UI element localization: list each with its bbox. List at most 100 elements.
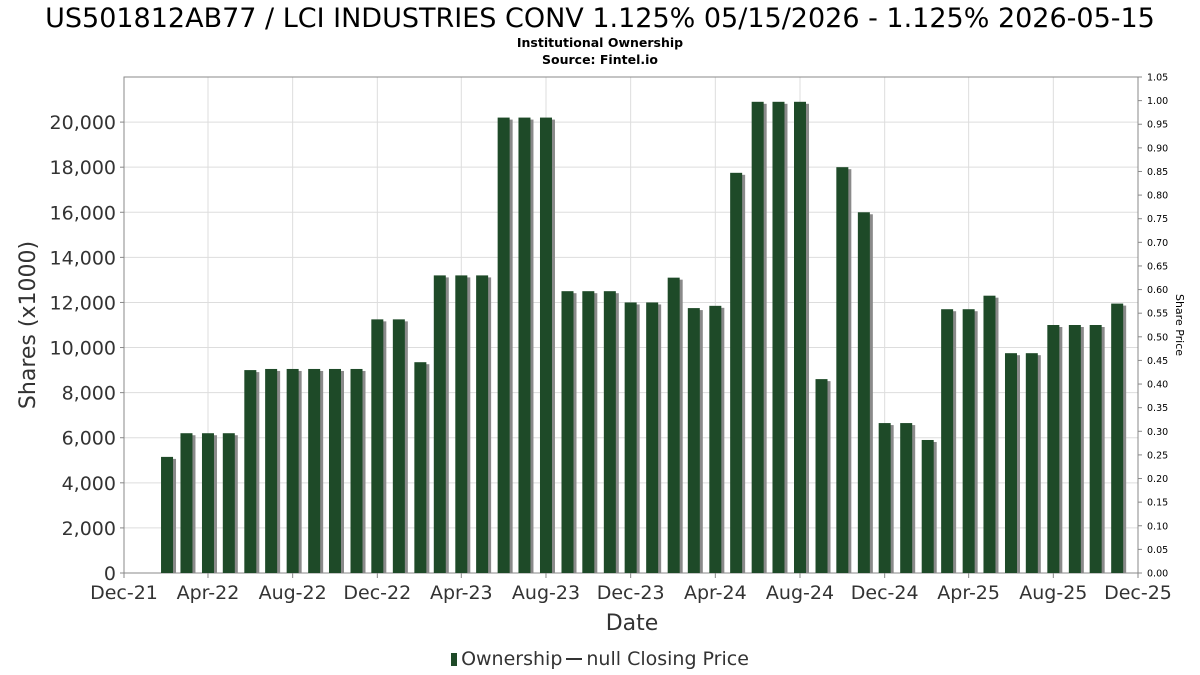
x-tick-label: Apr-25	[937, 582, 1000, 604]
bar-fill	[1047, 325, 1060, 573]
bar	[161, 456, 177, 573]
bar-fill	[433, 275, 446, 573]
bar-fill	[1068, 325, 1081, 573]
x-tick-label: Dec-24	[851, 582, 919, 604]
bar	[561, 291, 577, 573]
y-tick-label: 16,000	[50, 202, 116, 224]
bar	[941, 309, 957, 573]
bar	[1025, 353, 1041, 573]
bar-fill	[962, 309, 975, 573]
bar-fill	[836, 167, 849, 573]
bar-fill	[286, 368, 299, 573]
bar-fill	[392, 319, 405, 573]
bar-fill	[900, 423, 913, 573]
bar-fill	[687, 308, 700, 573]
y2-axis-ticks: 0.00 0.05 0.10 0.15 0.20 0.25 0.30 0.35 0.40 0.45…	[1138, 73, 1168, 580]
bar-fill	[1025, 353, 1038, 573]
ownership-legend-label: Ownership	[461, 648, 563, 670]
x-tick-label: Aug-23	[512, 582, 580, 604]
bar-fill	[455, 275, 468, 573]
bars	[161, 101, 1127, 574]
bar	[983, 295, 999, 573]
y2-tick-label: 0.95	[1147, 120, 1168, 131]
bar-fill	[222, 433, 235, 573]
y2-tick-label: 0.35	[1147, 403, 1168, 414]
bar-fill	[751, 101, 764, 574]
bar	[1068, 325, 1084, 573]
y2-tick-label: 0.55	[1147, 309, 1168, 320]
bar	[328, 368, 344, 573]
y2-tick-label: 0.15	[1147, 498, 1168, 509]
x-tick-label: Apr-23	[430, 582, 493, 604]
y2-tick-label: 0.00	[1147, 569, 1168, 580]
bar	[836, 167, 852, 573]
bar	[497, 117, 513, 573]
y2-tick-label: 0.80	[1147, 191, 1168, 202]
y2-tick-label: 0.75	[1147, 214, 1168, 225]
bar	[709, 305, 725, 573]
bar-fill	[667, 277, 680, 573]
y-tick-label: 14,000	[50, 247, 116, 269]
chart-source: Source: Fintel.io	[542, 52, 658, 67]
y2-tick-label: 0.25	[1147, 450, 1168, 461]
bar-fill	[941, 309, 954, 573]
bar	[878, 423, 894, 573]
bar-fill	[244, 370, 257, 573]
bar	[392, 319, 408, 573]
bar	[414, 362, 430, 573]
bar-fill	[265, 368, 278, 573]
bar-fill	[772, 101, 785, 574]
bar	[857, 212, 873, 574]
x-tick-label: Aug-24	[766, 582, 834, 604]
bar	[455, 275, 471, 573]
y-tick-label: 12,000	[50, 292, 116, 314]
bar	[815, 379, 831, 573]
y2-tick-label: 0.20	[1147, 474, 1168, 485]
bar-fill	[350, 368, 363, 573]
bar	[687, 308, 703, 573]
bar	[518, 117, 534, 573]
bar	[624, 302, 640, 573]
ownership-legend-swatch	[451, 653, 458, 666]
bar	[180, 433, 196, 573]
x-tick-label: Apr-22	[177, 582, 240, 604]
bar-fill	[921, 439, 934, 573]
y-tick-label: 6,000	[62, 428, 116, 450]
y2-tick-label: 0.30	[1147, 427, 1168, 438]
bar-fill	[180, 433, 193, 573]
price-legend-line	[566, 658, 583, 660]
bar	[603, 291, 619, 573]
bar	[371, 319, 387, 573]
bar	[730, 172, 746, 573]
y-tick-label: 20,000	[50, 112, 116, 134]
x-tick-label: Aug-25	[1019, 582, 1087, 604]
bar	[1004, 353, 1020, 573]
bar-fill	[476, 275, 489, 573]
y2-axis-label: Share Price	[1173, 294, 1186, 356]
bar	[794, 101, 809, 574]
x-tick-label: Apr-24	[684, 582, 747, 604]
bar-fill	[624, 302, 637, 573]
y2-tick-label: 0.65	[1147, 261, 1168, 272]
bar-fill	[582, 291, 595, 573]
bar-fill	[539, 117, 552, 573]
bar-fill	[815, 379, 828, 573]
chart-title: US501812AB77 / LCI INDUSTRIES CONV 1.125…	[45, 3, 1155, 34]
y2-tick-label: 0.60	[1147, 285, 1168, 296]
x-axis-ticks: Dec-21 Apr-22 Aug-22 Dec-22 Apr-23 Aug-23 Dec-…	[90, 573, 1172, 604]
bar	[201, 433, 217, 573]
bar-fill	[794, 101, 806, 574]
bar	[772, 101, 788, 574]
y2-tick-label: 0.05	[1147, 545, 1168, 556]
bar-fill	[730, 172, 743, 573]
bar	[539, 117, 555, 573]
bar-fill	[201, 433, 214, 573]
bar	[265, 368, 281, 573]
bar-fill	[983, 295, 996, 573]
bar-fill	[709, 305, 722, 573]
x-tick-label: Dec-25	[1104, 582, 1172, 604]
y2-tick-label: 0.10	[1147, 521, 1168, 532]
bar	[433, 275, 449, 573]
y-tick-label: 4,000	[62, 473, 116, 495]
bar	[900, 423, 916, 573]
